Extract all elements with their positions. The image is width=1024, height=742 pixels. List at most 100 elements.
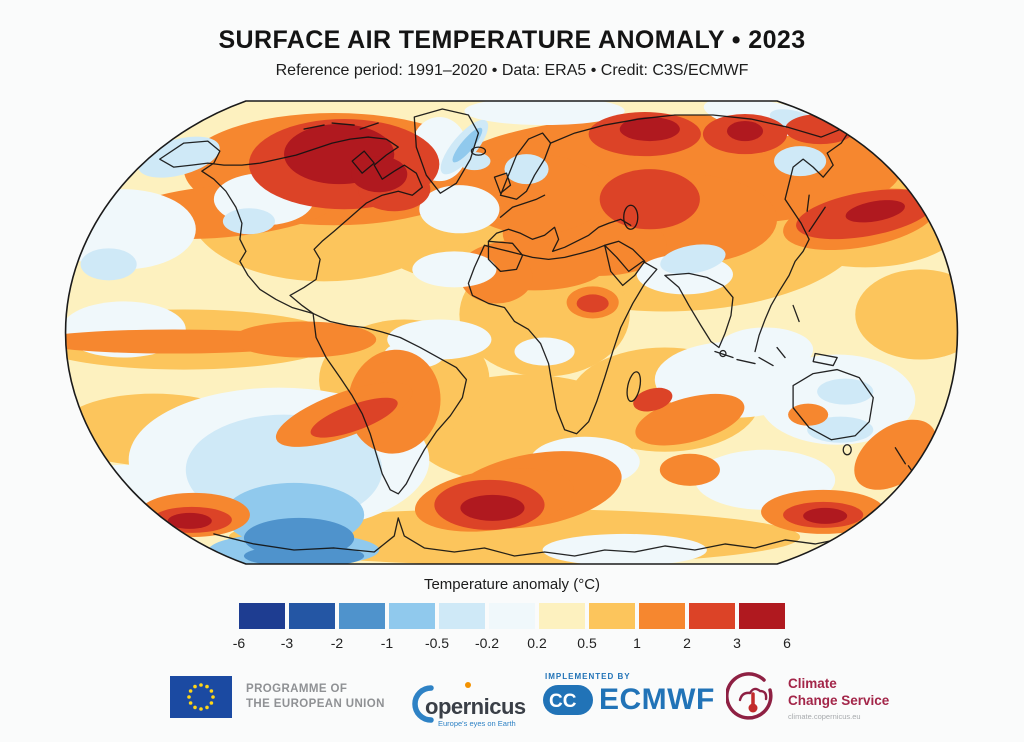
anomaly-south-indian-hot-spot — [659, 453, 720, 486]
anomaly-east-pacific-warm — [855, 269, 958, 360]
eu-star-icon — [205, 684, 209, 689]
c3s-icon — [726, 672, 773, 720]
eu-programme-label: PROGRAMME OF THE EUROPEAN UNION — [246, 682, 385, 712]
eu-star-icon — [209, 689, 214, 693]
legend-title: Temperature anomaly (°C) — [423, 576, 601, 593]
eu-programme-line1: PROGRAMME OF — [246, 683, 348, 695]
anomaly-siberia-extreme — [726, 121, 764, 142]
copernicus-satellite-icon — [465, 682, 471, 688]
legend-tick--0.5: -0.5 — [424, 635, 450, 651]
legend-box-4 — [439, 603, 485, 629]
anomaly-antarctic-coast-left-coldest — [243, 544, 365, 564]
copernicus-wordmark-text: opernicus — [425, 694, 526, 719]
legend-box-3 — [389, 603, 435, 629]
anomaly-tibet-cool — [660, 244, 726, 275]
eu-star-icon — [199, 683, 203, 687]
coastline-arctic-islands — [303, 122, 379, 130]
anomaly-scandinavia-cool — [504, 154, 549, 185]
legend-ticks: -6 -3 -2 -1 -0.5 -0.2 0.2 0.5 1 2 3 6 — [233, 635, 791, 655]
coastline-mediterranean — [487, 218, 632, 252]
map-outline — [64, 100, 959, 565]
eu-star-icon — [188, 689, 193, 693]
coastline-madagascar — [626, 371, 642, 403]
ecmwf-icon-letters: CC — [549, 691, 577, 712]
anomaly-arctic-central-neutral — [464, 101, 625, 126]
footer-logos: PROGRAMME OF THE EUROPEAN UNION opernicu… — [0, 668, 1024, 738]
eu-star-icon — [187, 695, 191, 699]
anomaly-weddell-extreme — [460, 494, 525, 521]
anomaly-map-svg — [64, 100, 959, 565]
copernicus-tagline: Europe's eyes on Earth — [438, 719, 516, 728]
eu-star-icon — [209, 701, 214, 705]
coastline-indonesia — [714, 304, 800, 367]
legend-box-6 — [539, 603, 585, 629]
legend-box-5 — [489, 603, 535, 629]
anomaly-madagascar-channel-very-hot — [633, 387, 673, 412]
anomaly-northwest-atlantic-neutral — [419, 185, 500, 234]
eu-star-icon — [211, 695, 215, 699]
legend-box-7 — [589, 603, 635, 629]
coastline-caspian — [623, 204, 639, 230]
anomaly-antarctic-coast-sE-cool — [865, 513, 958, 550]
anomaly-mid-atlantic-neutral — [412, 251, 497, 288]
legend-box-10 — [739, 603, 785, 629]
eu-star-icon — [193, 684, 197, 689]
c3s-line2: Change Service — [788, 693, 890, 708]
eu-star-icon — [205, 705, 209, 710]
legend-box-9 — [689, 603, 735, 629]
coastline-tasmania — [842, 444, 852, 456]
world-map — [63, 99, 960, 566]
anomaly-el-nino-tongue-east — [231, 321, 377, 358]
legend-bar — [239, 603, 785, 629]
legend-tick-3: 3 — [733, 635, 741, 651]
coastlines — [159, 108, 919, 557]
copernicus-wordmark: opernicus Europe's eyes on Earth — [412, 682, 526, 728]
coastline-australia — [792, 368, 874, 441]
anomaly-northwest-pacific-extreme — [845, 200, 905, 223]
anomaly-antarctic-coast-sw-cool — [80, 513, 171, 546]
c3s-label: Climate Change Service climate.copernicu… — [788, 675, 889, 721]
coastline-new-guinea — [812, 352, 838, 367]
legend: Temperature anomaly (°C) -6 -3 -2 -1 -0.5 -0.… — [233, 576, 791, 655]
coastline-africa — [467, 244, 658, 435]
ecmwf-logo: IMPLEMENTED BY CC ECMWF — [543, 668, 715, 717]
eu-star-icon — [199, 707, 203, 711]
anomaly-equatorial-africa-neutral — [514, 337, 575, 366]
coastline-antarctica — [213, 517, 906, 557]
legend-tick-0.2: 0.2 — [527, 635, 547, 651]
coastline-uk — [493, 172, 512, 194]
anomaly-northeast-pacific-cool-spot — [80, 248, 137, 281]
anomaly-argentina-offshore-very-hot — [310, 397, 398, 438]
coastline-north-america — [159, 136, 423, 315]
coastline-asia — [549, 114, 854, 353]
page-subtitle: Reference period: 1991–2020 • Data: ERA5… — [275, 62, 749, 79]
coastline-south-america — [312, 312, 468, 495]
legend-box-1 — [289, 603, 335, 629]
legend-tick--0.2: -0.2 — [474, 635, 500, 651]
legend-tick--1: -1 — [380, 635, 394, 651]
coastline-iberia — [487, 240, 524, 273]
legend-tick-2: 2 — [683, 635, 691, 651]
eu-flag-icon — [170, 676, 232, 718]
coastline-europe-north — [499, 194, 546, 218]
anomaly-east-greenland-cold — [452, 127, 483, 163]
legend-tick-1: 1 — [633, 635, 641, 651]
copernicus-c-swoosh — [412, 685, 434, 723]
legend-tick--3: -3 — [280, 635, 294, 651]
coastline-hudson-bay — [351, 150, 375, 174]
eu-star-icon — [188, 701, 193, 705]
eu-programme-logo: PROGRAMME OF THE EUROPEAN UNION — [170, 676, 385, 718]
anomaly-ross-extreme — [803, 507, 848, 524]
eu-star-icon — [193, 705, 197, 710]
ecmwf-wordmark: ECMWF — [599, 683, 715, 716]
anomaly-western-us-cool — [222, 208, 275, 235]
anomaly-antarctic-middle-neutral — [542, 533, 707, 564]
page-title: SURFACE AIR TEMPERATURE ANOMALY • 2023 — [218, 26, 806, 54]
coastline-japan — [806, 194, 826, 232]
legend-box-0 — [239, 603, 285, 629]
anomaly-southeast-asia-neutral — [716, 327, 814, 372]
c3s-line1: Climate — [788, 676, 837, 691]
legend-tick--6: -6 — [232, 635, 246, 651]
coastline-greenland — [413, 108, 480, 194]
coastline-iceland — [470, 146, 487, 156]
